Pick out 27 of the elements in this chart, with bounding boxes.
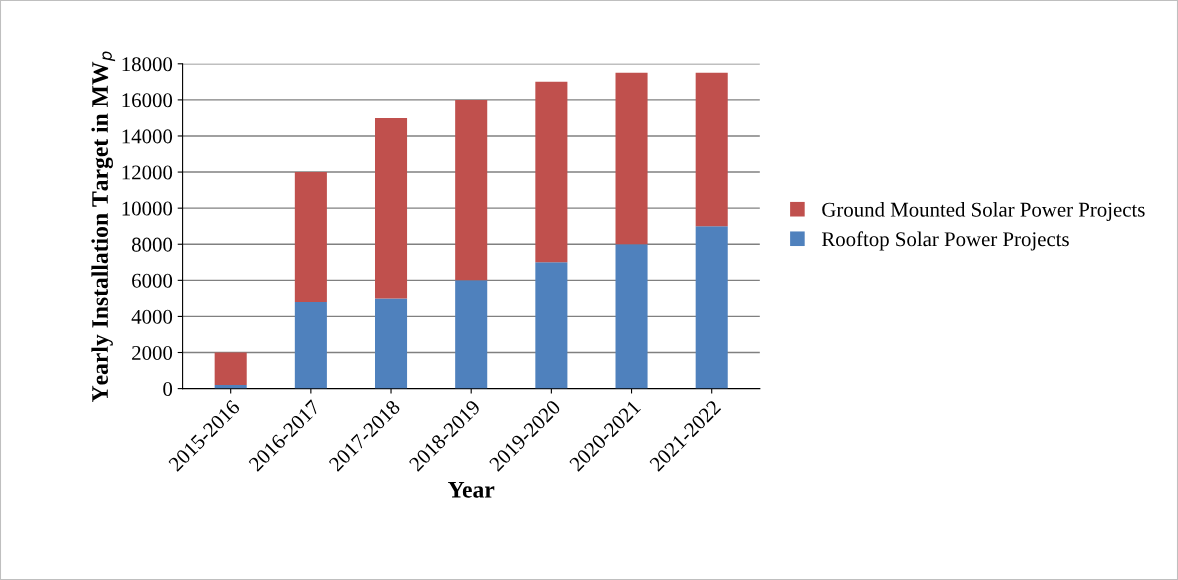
y-tick-label: 16000 [122, 93, 173, 108]
bar [535, 262, 568, 389]
bar [375, 298, 408, 389]
bar [294, 172, 327, 302]
bar [455, 99, 488, 281]
bar [455, 280, 488, 389]
y-tick-label: 2000 [132, 345, 173, 360]
y-tick-label: 0 [163, 381, 173, 397]
bar [294, 301, 327, 389]
bar [535, 81, 568, 263]
bar [695, 72, 728, 227]
bar [375, 117, 408, 299]
y-tick-label: 4000 [131, 309, 173, 324]
y-tick-label: 14000 [122, 129, 173, 144]
legend-label: Ground Mounted Solar Power Projects [822, 202, 1145, 221]
x-axis-title: Year [448, 481, 495, 498]
y-tick-label: 10000 [122, 201, 173, 216]
y-tick-label: 18000 [122, 57, 173, 72]
legend-label: Rooftop Solar Power Projects [821, 231, 1069, 251]
y-tick-label: 6000 [132, 273, 173, 288]
y-axis-title: Yearly Installation Target in MW$_{p}$ [91, 51, 116, 403]
bar [695, 226, 728, 389]
y-tick-label: 8000 [132, 237, 173, 252]
bar [615, 72, 648, 245]
bar [214, 352, 247, 385]
y-tick-label: 12000 [122, 165, 173, 180]
bar [615, 244, 648, 389]
